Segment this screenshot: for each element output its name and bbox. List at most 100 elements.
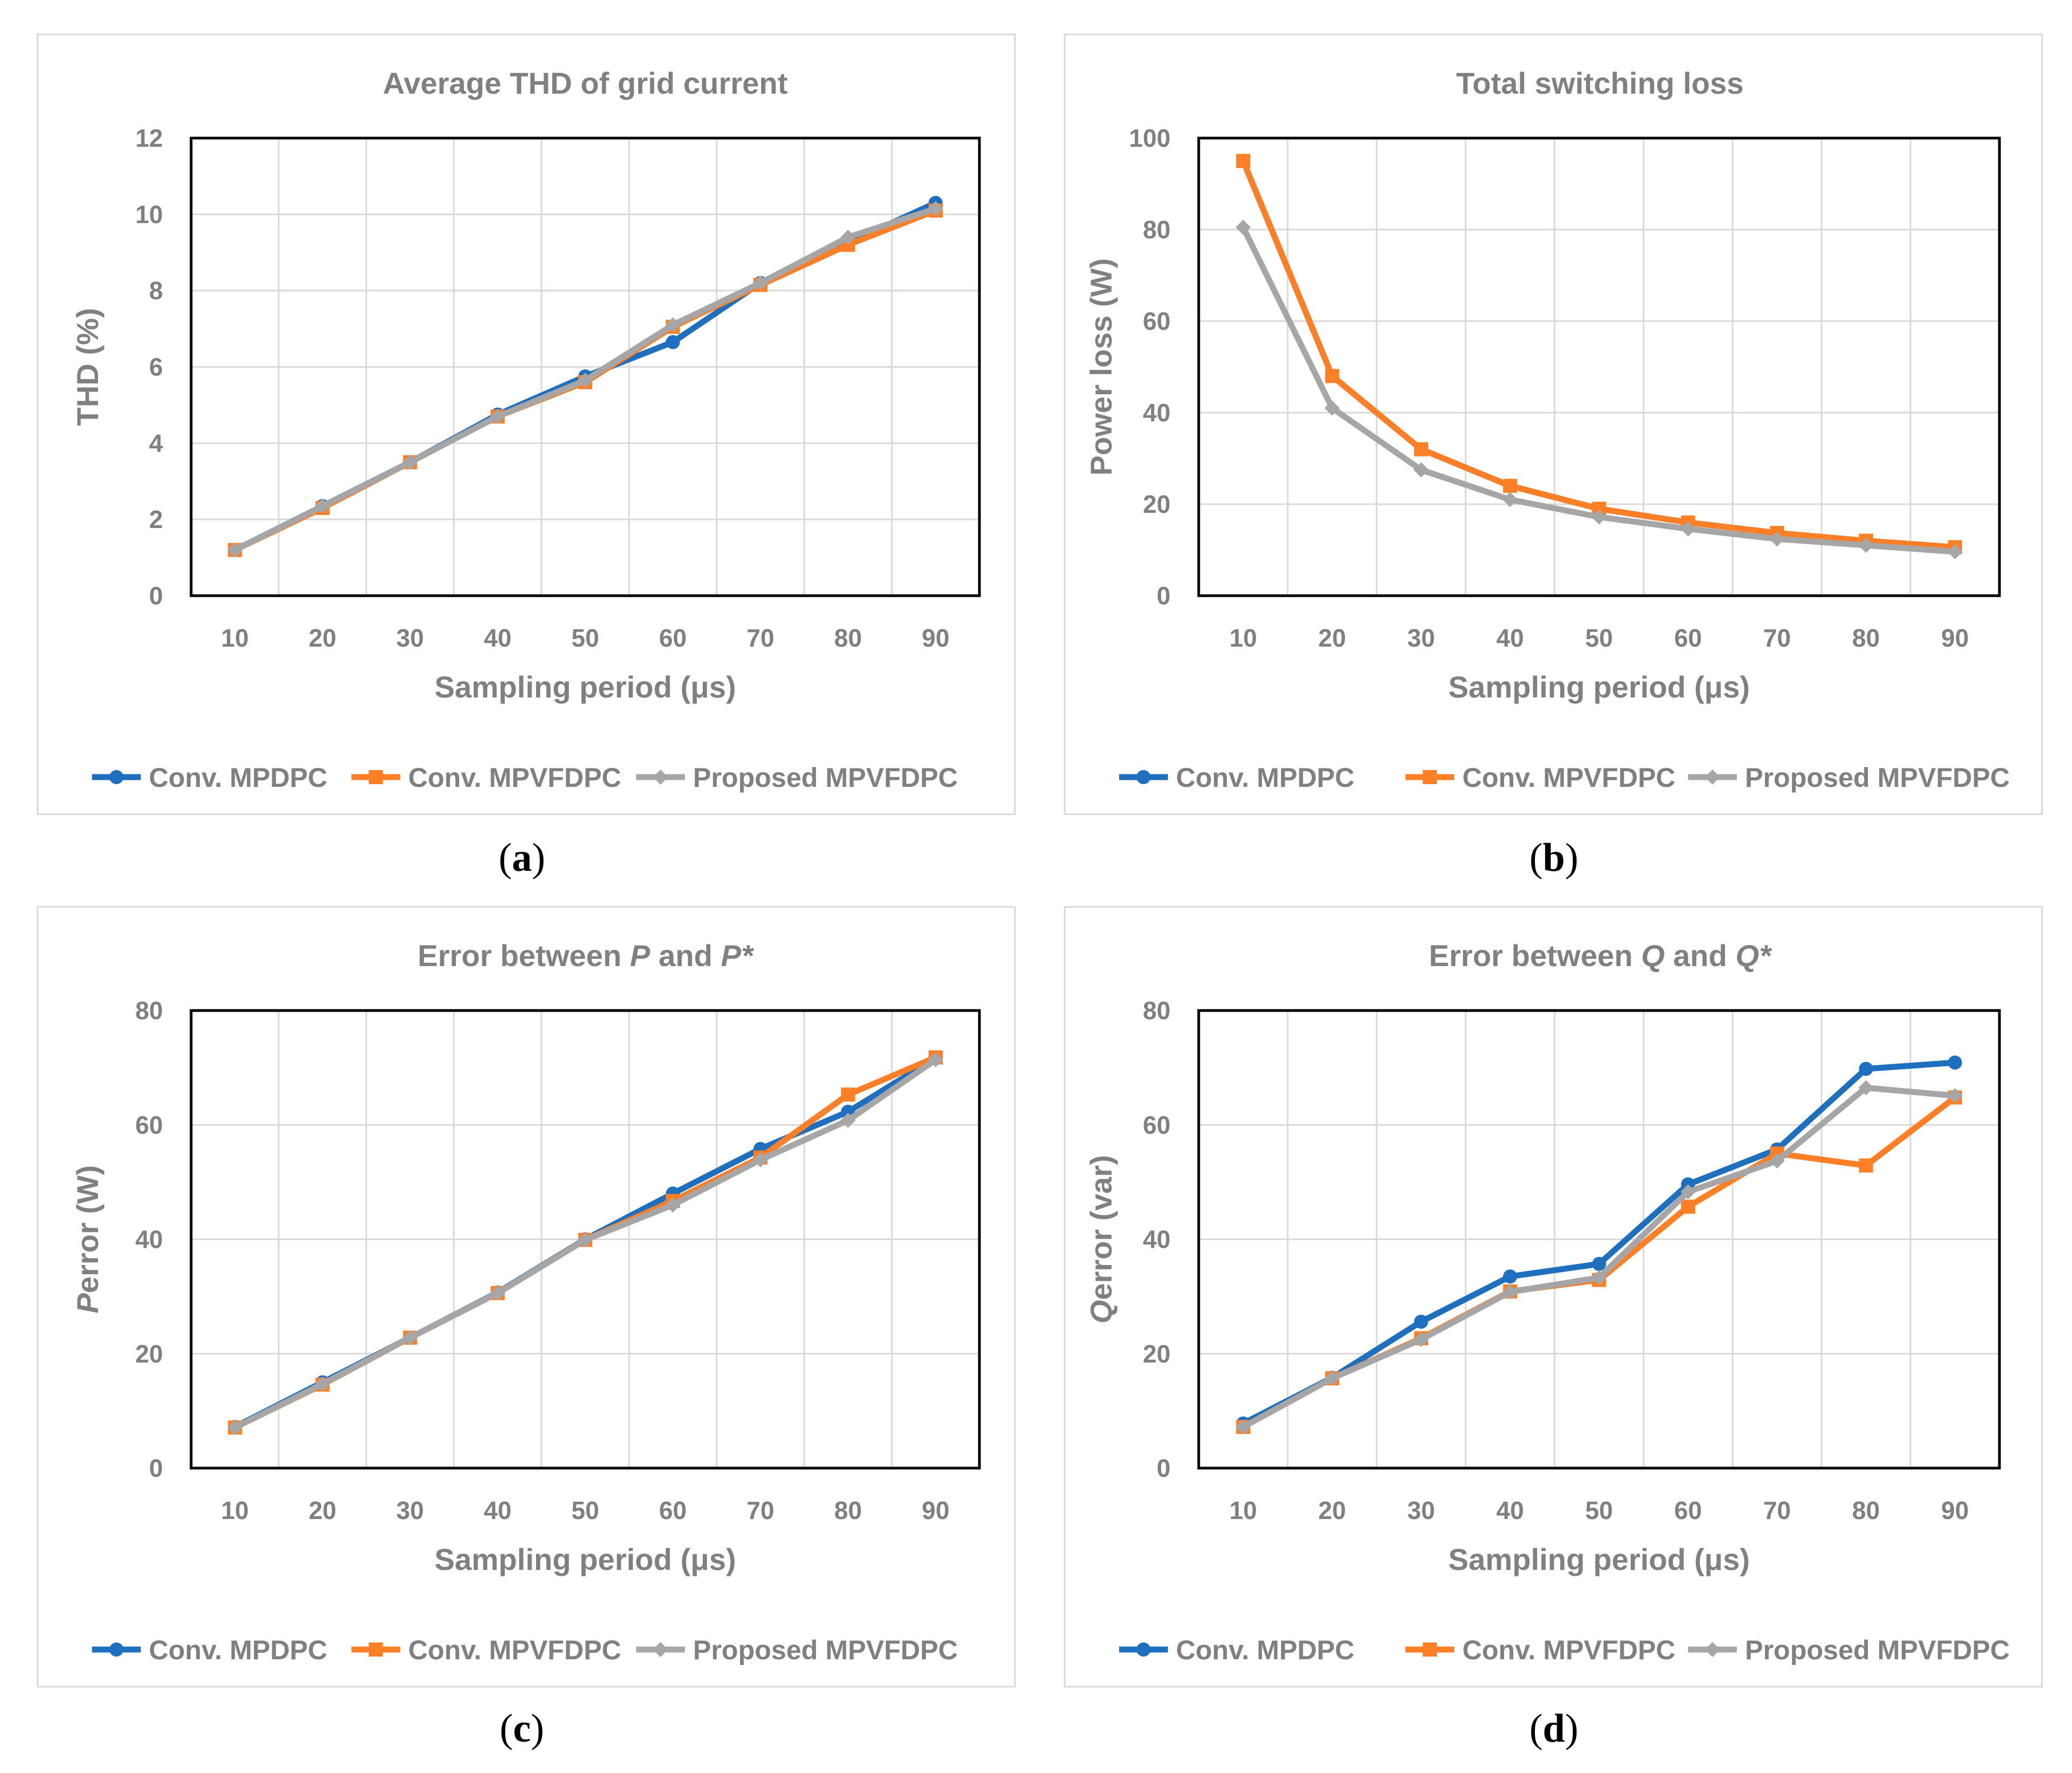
y-tick-label: 20: [1143, 1340, 1171, 1368]
y-axis-title: Perror (W): [70, 1165, 104, 1314]
legend-marker: [1136, 1642, 1151, 1657]
x-tick-label: 20: [1318, 624, 1346, 652]
legend-marker: [109, 770, 123, 784]
chart-title-part: and: [650, 938, 721, 973]
x-tick-label: 10: [1230, 624, 1257, 652]
data-point: [1324, 400, 1340, 416]
y-tick-label: 80: [1143, 996, 1171, 1025]
data-point: [841, 1087, 855, 1102]
x-tick-label: 30: [1407, 1496, 1435, 1524]
data-point: [315, 1376, 330, 1392]
series-proposed-mpvfdpc: [1236, 1080, 1963, 1435]
data-point: [402, 1330, 418, 1346]
y-tick-label: 80: [135, 996, 163, 1025]
plot-border: [189, 1009, 981, 1470]
chart-title-part: and: [1665, 938, 1736, 973]
data-point: [1502, 492, 1518, 507]
legend-label: Proposed MPVFDPC: [693, 762, 958, 793]
data-point: [928, 201, 944, 217]
caption-c: (c): [499, 1706, 545, 1751]
data-point: [1680, 1184, 1696, 1200]
legend-item-conv-mpdpc: Conv. MPDPC: [1119, 1635, 1355, 1665]
legend-item-conv-mpdpc: Conv. MPDPC: [92, 1635, 328, 1665]
data-point: [1769, 531, 1785, 547]
x-tick-label: 40: [1496, 1496, 1524, 1524]
y-tick-label: 20: [135, 1340, 163, 1368]
plot-area: [1199, 138, 1999, 596]
y-tick-label: 40: [1143, 399, 1171, 427]
data-point: [1769, 1153, 1785, 1169]
y-tick-label: 60: [135, 1111, 163, 1139]
x-tick-label: 30: [396, 624, 424, 652]
chart-title: Error between Q and Q*: [1429, 938, 1772, 973]
legend-marker: [653, 1642, 668, 1657]
x-tick-label: 80: [1852, 624, 1880, 652]
chart-panel-switching-loss: 0 20 40 60 80 100 10 20 30 40 50 60 70 80 90 Total swit…: [1064, 34, 2043, 815]
plot-border: [1197, 136, 2001, 597]
data-point: [753, 1152, 768, 1168]
data-point: [1681, 1200, 1695, 1214]
y-axis-title: Qerror (var): [1084, 1155, 1118, 1324]
x-tick-label: 90: [1941, 624, 1969, 652]
x-tick-label: 90: [922, 1496, 950, 1524]
x-axis-title: Sampling period (μs): [1448, 1542, 1750, 1576]
data-point: [1947, 1055, 1962, 1070]
caption-d: (d): [1529, 1706, 1579, 1751]
y-tick-label: 40: [1143, 1226, 1171, 1254]
legend-item-proposed-mpvfdpc: Proposed MPVFDPC: [1688, 762, 2010, 793]
x-tick-label: 40: [1496, 624, 1524, 652]
x-tick-label: 20: [309, 1496, 336, 1524]
series-proposed-mpvfdpc: [1236, 219, 1963, 559]
x-tick-label: 40: [484, 1496, 512, 1524]
legend-marker: [1423, 1642, 1437, 1657]
data-point: [578, 1232, 593, 1248]
x-tick-label: 30: [1407, 624, 1435, 652]
data-point: [928, 1052, 944, 1067]
x-tick-label: 80: [834, 624, 862, 652]
data-point: [665, 1197, 681, 1213]
y-tick-label: 0: [149, 582, 163, 610]
legend-label: Conv. MPVFDPC: [1462, 762, 1676, 793]
data-point: [1413, 462, 1429, 478]
legend-label: Conv. MPVFDPC: [408, 762, 622, 793]
chart-title-part: Q*: [1736, 938, 1773, 973]
data-point: [402, 454, 418, 470]
y-tick-label: 100: [1129, 124, 1171, 152]
data-point: [1413, 1332, 1429, 1347]
legend-item-proposed-mpvfdpc: Proposed MPVFDPC: [1688, 1635, 2010, 1665]
caption-b: (b): [1529, 836, 1579, 880]
data-point: [1591, 1270, 1607, 1286]
data-point: [1503, 479, 1518, 493]
data-point: [1592, 1256, 1606, 1271]
legend-label: Conv. MPDPC: [149, 762, 328, 793]
data-point: [315, 498, 330, 514]
x-tick-label: 90: [922, 624, 950, 652]
legend-item-proposed-mpvfdpc: Proposed MPVFDPC: [636, 762, 958, 793]
x-tick-label: 70: [1763, 624, 1791, 652]
x-tick-label: 60: [659, 1496, 687, 1524]
x-tick-label: 90: [1941, 1496, 1969, 1524]
x-tick-label: 20: [1318, 1496, 1346, 1524]
y-axis-title: Power loss (W): [1084, 258, 1118, 475]
y-axis-title-part: error (var): [1084, 1155, 1118, 1300]
legend-item-conv-mpvfdpc: Conv. MPVFDPC: [351, 762, 622, 793]
x-tick-label: 10: [221, 1496, 249, 1524]
x-tick-label: 50: [1585, 1496, 1613, 1524]
data-point: [1858, 1080, 1874, 1096]
legend-label: Conv. MPDPC: [1176, 1635, 1355, 1665]
legend-marker: [369, 770, 383, 784]
data-point: [1414, 442, 1428, 457]
legend-marker: [109, 1642, 123, 1657]
data-point: [1236, 1419, 1251, 1435]
data-point: [1680, 521, 1696, 537]
y-axis-title-part: error (W): [70, 1165, 104, 1293]
chart-svg: 0 20 40 60 80 10 20 30 40 50 60 70 80 90 Error between…: [1084, 938, 2010, 1665]
data-point: [665, 335, 680, 349]
data-point: [840, 1112, 856, 1128]
chart-title-part: Error between: [1429, 938, 1641, 973]
y-tick-label: 20: [1143, 490, 1171, 518]
x-tick-label: 60: [659, 624, 687, 652]
x-tick-label: 50: [571, 1496, 599, 1524]
data-point: [1947, 544, 1963, 559]
chart-title: Average THD of grid current: [383, 66, 788, 100]
